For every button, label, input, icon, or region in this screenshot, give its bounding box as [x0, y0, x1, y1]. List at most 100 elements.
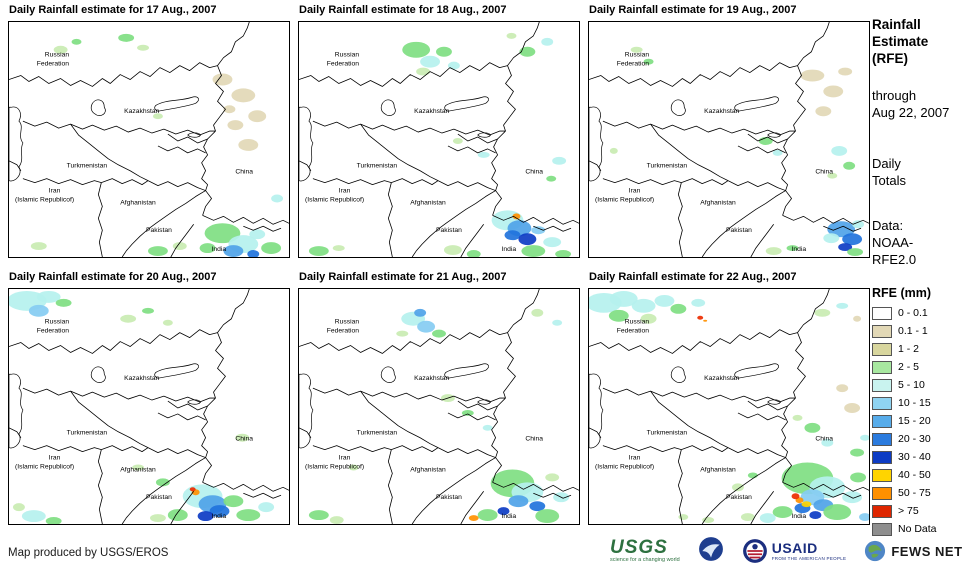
- rain-blob: [137, 44, 149, 51]
- country-border: [391, 445, 439, 453]
- country-border: [217, 22, 250, 66]
- country-border: [750, 491, 774, 524]
- legend-label: 50 - 75: [898, 487, 931, 499]
- rain-blob: [831, 145, 848, 156]
- map-country-label: Russian: [45, 52, 70, 59]
- lake-outline: [589, 106, 604, 182]
- country-border: [460, 224, 484, 257]
- map-country-label: Turkmenistan: [357, 430, 398, 437]
- map-country-label: Pakistan: [146, 494, 172, 501]
- legend-swatch: [872, 450, 892, 464]
- rain-blob: [152, 113, 163, 120]
- country-border: [533, 492, 572, 499]
- map-country-label: Russian: [625, 52, 650, 59]
- country-border: [782, 457, 792, 483]
- country-border: [411, 457, 496, 524]
- map-country-label: Turkmenistan: [357, 163, 398, 170]
- rain-blob: [546, 175, 557, 182]
- country-border: [387, 182, 393, 257]
- country-border: [650, 123, 729, 182]
- lake-outline: [154, 363, 199, 379]
- noaa-logo: [698, 536, 724, 567]
- sidebar-text-line: RFE2.0: [872, 252, 917, 267]
- country-border: [781, 397, 796, 458]
- rain-blob: [823, 85, 844, 98]
- lake-outline: [154, 96, 199, 112]
- map-country-label: Russian: [335, 319, 360, 326]
- country-border: [823, 225, 862, 232]
- rain-blob: [809, 511, 822, 520]
- rain-blob: [512, 213, 521, 220]
- country-border: [411, 190, 496, 257]
- rain-blob: [461, 409, 474, 416]
- rain-blob: [477, 509, 498, 522]
- legend-swatch: [872, 342, 892, 356]
- legend-item: 30 - 40: [872, 448, 964, 466]
- rain-blob: [541, 37, 554, 46]
- map-country-label: Kazakhstan: [124, 108, 159, 115]
- rain-blob: [396, 330, 409, 337]
- rain-blob: [852, 220, 865, 229]
- rain-blob: [155, 478, 170, 487]
- rain-blob: [678, 514, 689, 521]
- country-border: [312, 445, 392, 453]
- legend-label: No Data: [898, 523, 937, 535]
- panel-title: Daily Rainfall estimate for 22 Aug., 200…: [589, 271, 797, 283]
- country-border: [503, 332, 516, 399]
- rain-blob: [468, 515, 479, 522]
- rain-blob: [197, 511, 214, 522]
- map-country-label: Federation: [37, 328, 69, 335]
- country-border: [170, 491, 194, 524]
- country-border: [22, 178, 102, 186]
- legend-swatch: [872, 306, 892, 320]
- sidebar-text-line: Daily: [872, 156, 901, 171]
- rain-blob: [827, 172, 838, 179]
- rainfall-map: Russian Federation Kazakhstan Turkmenistan I…: [9, 22, 289, 257]
- rainfall-map: Russian Federation Kazakhstan Turkmenistan I…: [9, 289, 289, 524]
- legend-swatch: [872, 486, 892, 500]
- country-border: [677, 449, 683, 524]
- rain-blob: [36, 290, 61, 303]
- legend-title: RFE (mm): [872, 286, 932, 300]
- country-border: [213, 332, 226, 399]
- rain-blob: [640, 313, 657, 324]
- country-border: [121, 190, 206, 257]
- rain-blob: [247, 250, 260, 257]
- rain-blob: [842, 233, 863, 246]
- country-border: [201, 130, 216, 191]
- country-border: [121, 457, 206, 524]
- rain-blob: [132, 464, 145, 471]
- usgs-logo-tagline: science for a changing world: [610, 557, 680, 564]
- country-border: [299, 329, 508, 354]
- rain-blob: [248, 110, 267, 123]
- rain-blob: [204, 223, 241, 244]
- legend-label: 5 - 10: [898, 379, 925, 391]
- lake-outline: [299, 373, 314, 449]
- country-border: [492, 190, 502, 216]
- rain-blob: [223, 245, 244, 257]
- rain-blob: [844, 403, 861, 413]
- map-panel: Daily Rainfall estimate for 21 Aug., 200…: [298, 271, 580, 525]
- country-border: [602, 178, 682, 186]
- country-border: [167, 400, 208, 411]
- rain-blob: [552, 156, 567, 165]
- country-border: [492, 214, 579, 225]
- country-border: [681, 178, 729, 186]
- map-country-label: Russian: [335, 52, 360, 59]
- country-border: [170, 224, 194, 257]
- map-country-label: India: [212, 246, 227, 253]
- usaid-logo: USAID FROM THE AMERICAN PEOPLE: [742, 538, 847, 564]
- sidebar-text-block: Daily Totals: [872, 155, 964, 189]
- map-country-label: China: [235, 169, 253, 176]
- country-border: [147, 447, 206, 458]
- rain-blob: [519, 46, 536, 57]
- map-panel: Daily Rainfall estimate for 22 Aug., 200…: [588, 271, 870, 525]
- map-country-label: Afghanistan: [700, 199, 736, 206]
- country-border: [602, 445, 682, 453]
- rain-blob: [608, 309, 629, 322]
- lake-outline: [444, 363, 489, 379]
- map-country-label: Russian: [45, 319, 70, 326]
- legend-item: 1 - 2: [872, 340, 964, 358]
- country-border: [97, 449, 103, 524]
- rain-blob: [329, 516, 344, 524]
